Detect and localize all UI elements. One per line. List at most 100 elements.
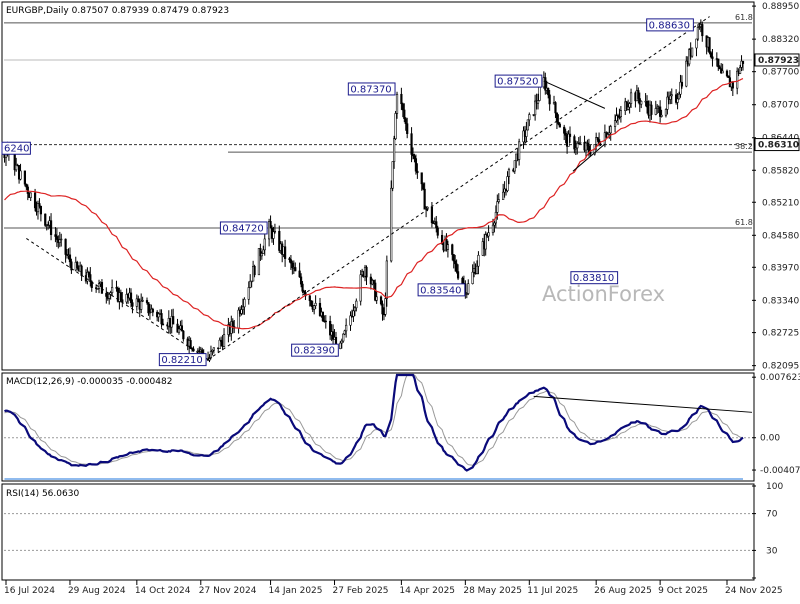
swing-label-box bbox=[646, 18, 694, 32]
candle-body bbox=[108, 294, 111, 299]
candle-body bbox=[87, 271, 90, 275]
candle-body bbox=[654, 108, 657, 115]
candle-body bbox=[416, 170, 419, 174]
candle-body bbox=[414, 158, 418, 172]
x-tick-label: 28 May 2025 bbox=[463, 586, 522, 596]
candle-body bbox=[385, 260, 388, 299]
candle-body bbox=[576, 142, 579, 149]
candle-body bbox=[544, 77, 547, 91]
price-tick-label: 0.82095 bbox=[762, 362, 799, 372]
candle-body bbox=[625, 101, 628, 110]
candle-body bbox=[574, 147, 577, 150]
candle-body bbox=[708, 37, 711, 54]
candle-body bbox=[129, 292, 133, 303]
x-tick-label: 14 Jan 2025 bbox=[269, 586, 323, 596]
candle-body bbox=[465, 293, 468, 295]
candle-body bbox=[676, 98, 679, 103]
candle-body bbox=[44, 213, 47, 226]
candle-body bbox=[19, 170, 22, 180]
candle-body bbox=[273, 230, 277, 233]
swing-label: 0.87520 bbox=[497, 77, 538, 88]
moving-average-line bbox=[4, 78, 744, 330]
candle-body bbox=[599, 143, 602, 146]
swing-label: 0.83810 bbox=[573, 273, 614, 284]
candle-body bbox=[260, 253, 263, 257]
candle-body bbox=[298, 270, 301, 278]
swing-label: 0.83540 bbox=[420, 285, 461, 296]
candle-body bbox=[80, 265, 83, 276]
candle-body bbox=[557, 121, 560, 125]
candle-body bbox=[403, 109, 406, 119]
candle-body bbox=[161, 323, 165, 326]
candle-body bbox=[506, 176, 509, 191]
candle-body bbox=[33, 192, 37, 209]
candle-body bbox=[568, 133, 572, 137]
candle-body bbox=[349, 315, 352, 326]
swing-label-box bbox=[158, 353, 207, 367]
candle-body bbox=[247, 287, 250, 300]
candle-body bbox=[141, 300, 144, 302]
candle-body bbox=[435, 221, 438, 229]
rsi-tick-label: 70 bbox=[766, 510, 778, 520]
candle-body bbox=[278, 230, 281, 251]
candle-body bbox=[426, 206, 429, 209]
candle-body bbox=[329, 320, 332, 336]
swing-label-box bbox=[1, 141, 31, 155]
triangle-lower bbox=[572, 143, 606, 172]
candle-body bbox=[339, 342, 342, 350]
candle-body bbox=[640, 100, 643, 105]
candle-body bbox=[627, 106, 630, 110]
price-tick-label: 0.84580 bbox=[762, 231, 799, 241]
candle-body bbox=[36, 203, 40, 213]
x-tick-label: 14 Apr 2025 bbox=[399, 586, 455, 596]
candle-body bbox=[301, 283, 304, 292]
candle-body bbox=[698, 26, 701, 28]
candle-body bbox=[231, 321, 234, 327]
candle-body bbox=[615, 115, 618, 121]
price-tick-label: 0.85820 bbox=[762, 166, 799, 176]
candle-body bbox=[740, 60, 743, 68]
candle-body bbox=[701, 24, 704, 37]
candle-body bbox=[650, 104, 653, 115]
candle-body bbox=[379, 296, 383, 305]
price-tick-label: 0.88320 bbox=[762, 35, 799, 45]
macd-title: MACD(12,26,9) -0.000035 -0.000482 bbox=[6, 377, 172, 387]
candle-body bbox=[395, 93, 399, 114]
candle-body bbox=[131, 302, 134, 307]
candle-body bbox=[675, 94, 678, 103]
candle-body bbox=[717, 58, 720, 68]
candle-body bbox=[609, 126, 612, 134]
candle-body bbox=[424, 208, 428, 210]
trendline-down bbox=[26, 238, 209, 361]
candle-body bbox=[589, 151, 592, 155]
candle-body bbox=[147, 302, 150, 314]
swing-label: 6240 bbox=[4, 144, 29, 155]
candle-body bbox=[145, 300, 149, 303]
swing-label: 0.82390 bbox=[294, 346, 335, 357]
candle-body bbox=[628, 103, 631, 108]
candle-body bbox=[513, 160, 516, 172]
candle-body bbox=[109, 292, 112, 295]
candle-body bbox=[727, 75, 730, 79]
candle-body bbox=[38, 203, 41, 207]
macd-main-line bbox=[4, 373, 744, 472]
candle-body bbox=[241, 306, 245, 310]
candle-body bbox=[461, 277, 464, 284]
candle-body bbox=[55, 236, 58, 240]
candle-body bbox=[180, 325, 183, 332]
candle-body bbox=[669, 95, 672, 100]
x-tick-label: 14 Oct 2024 bbox=[135, 586, 191, 596]
candle-body bbox=[484, 234, 487, 250]
candle-body bbox=[64, 238, 67, 255]
candle-body bbox=[451, 244, 454, 255]
candle-body bbox=[586, 142, 589, 147]
macd-axis: 0.007623 0.00 -0.004073 bbox=[4, 373, 800, 476]
candle-body bbox=[538, 86, 541, 101]
candle-body bbox=[491, 224, 495, 233]
candle-body bbox=[558, 123, 561, 128]
candle-body bbox=[471, 271, 474, 284]
candle-body bbox=[422, 183, 425, 190]
x-tick-label: 27 Nov 2024 bbox=[199, 586, 257, 596]
price-tick-label: 0.85210 bbox=[762, 198, 799, 208]
